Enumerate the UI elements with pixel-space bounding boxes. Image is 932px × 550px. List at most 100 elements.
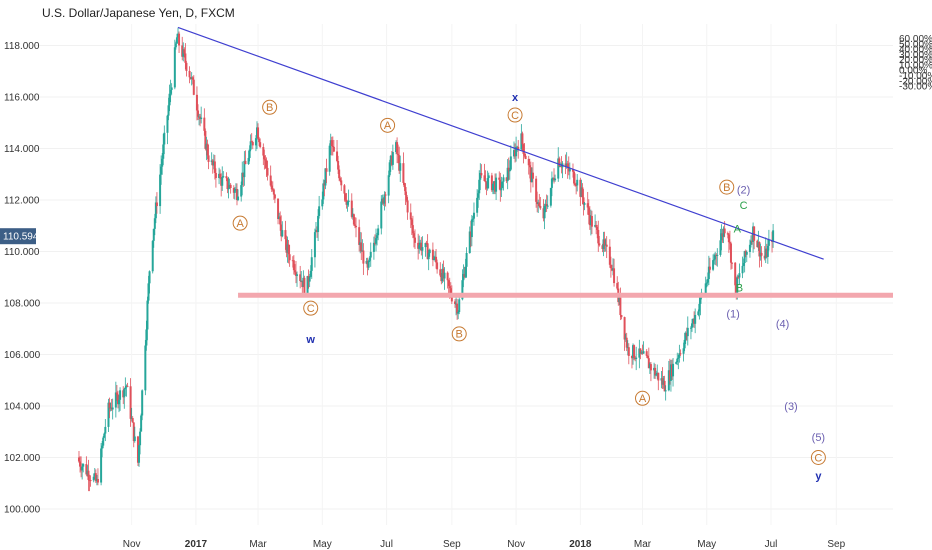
candle-body [698, 303, 701, 312]
candle-body [620, 315, 623, 318]
candle-body [557, 158, 560, 179]
candle-body [436, 262, 439, 270]
candle-body [428, 249, 431, 254]
candle-body [190, 77, 193, 80]
candle-body [82, 464, 85, 467]
candle-body [640, 352, 643, 354]
candle-body [79, 461, 82, 467]
candle-body [316, 230, 319, 233]
wave-label: B [736, 283, 743, 295]
candle-body [200, 117, 203, 120]
candle-body [706, 279, 709, 283]
candle-body [264, 159, 267, 161]
wave-label-circle [232, 215, 248, 231]
x-tick-label: May [313, 539, 332, 550]
candle-body [210, 160, 213, 162]
candle-body [258, 138, 261, 143]
wave-label: (4) [776, 319, 789, 331]
candle-body [553, 178, 556, 181]
candle-body [328, 145, 331, 172]
candle-body [237, 196, 240, 200]
candle-body [373, 242, 376, 244]
candle-body [684, 332, 687, 340]
candle-body [265, 160, 268, 168]
y-tick-label: 108.000 [4, 299, 41, 310]
candle-body [266, 167, 269, 176]
candle-body [670, 364, 673, 377]
candle-body [507, 167, 510, 172]
x-tick-label: Nov [507, 539, 525, 550]
candle-body [751, 240, 754, 242]
candle-body [743, 251, 746, 264]
candle-body [303, 277, 306, 294]
candle-body [419, 242, 422, 246]
candle-body [564, 163, 567, 166]
candle-body [384, 194, 387, 196]
candle-body [612, 268, 615, 271]
candle-body [182, 49, 185, 57]
candle-body [601, 245, 604, 249]
candle-body [737, 276, 740, 278]
candle-body [347, 200, 350, 203]
candle-body [683, 339, 686, 349]
candle-body [329, 140, 332, 146]
candle-body [765, 248, 768, 257]
candle-body [272, 189, 275, 195]
candle-body [388, 162, 391, 176]
candle-body [679, 353, 682, 355]
candle-body [296, 274, 299, 276]
candle-body [207, 155, 210, 162]
candle-body [331, 146, 334, 148]
current-price-tag: 110.594 [0, 228, 39, 245]
candle-body [520, 133, 523, 150]
y-tick-label: 106.000 [4, 350, 41, 361]
candle-body [343, 185, 346, 194]
candle-body [95, 479, 98, 482]
candle-body [168, 93, 171, 106]
candle-body [411, 225, 414, 234]
candle-body [387, 175, 390, 196]
candle-body [178, 33, 181, 46]
candle-body [213, 161, 216, 173]
candle-body [306, 276, 309, 294]
candle-body [478, 179, 481, 194]
candle-body [212, 161, 215, 166]
candle-body [517, 146, 520, 150]
candle-body [594, 225, 597, 227]
candle-body [277, 198, 280, 219]
candle-body [648, 364, 651, 369]
candle-body [85, 464, 88, 475]
candle-body [559, 166, 562, 168]
candle-body [660, 378, 663, 381]
candle-body [455, 303, 458, 305]
candle-body [524, 155, 527, 160]
candle-body [573, 171, 576, 184]
candle-body [169, 89, 172, 94]
candle-body [153, 218, 156, 229]
candle-body [434, 256, 436, 259]
candle-body [543, 206, 546, 219]
price-tag-label: 110.594 [3, 232, 39, 243]
candle-body [741, 265, 744, 274]
candle-body [574, 183, 577, 186]
candle-body [653, 367, 656, 371]
candle-body [530, 172, 533, 183]
candle-body [155, 202, 158, 207]
candle-body [486, 178, 489, 189]
candle-body [300, 280, 303, 282]
candle-body [129, 386, 132, 419]
candle-body [487, 175, 490, 179]
candle-body [609, 264, 612, 269]
candle-body [465, 252, 468, 267]
candle-body [222, 176, 225, 178]
candle-body [287, 244, 290, 255]
candle-body [199, 116, 202, 120]
candle-body [188, 70, 191, 78]
candle-body [757, 242, 760, 248]
candle-body [472, 212, 475, 219]
candle-body [148, 271, 151, 284]
candle-body [147, 283, 150, 301]
candle-body [185, 62, 188, 71]
